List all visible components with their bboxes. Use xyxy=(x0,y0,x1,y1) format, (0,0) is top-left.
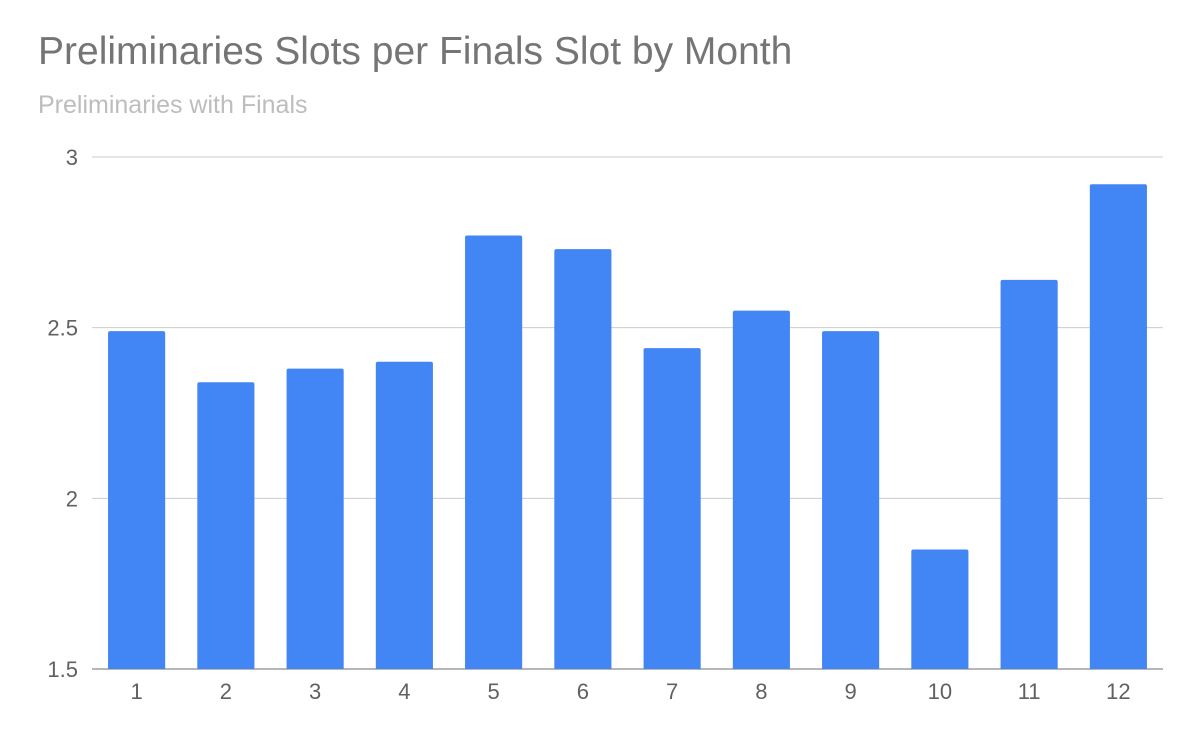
x-tick-label: 11 xyxy=(1018,679,1041,704)
x-tick-label: 9 xyxy=(845,679,857,704)
x-tick-label: 6 xyxy=(577,679,589,704)
x-tick-label: 12 xyxy=(1106,679,1130,704)
chart-subtitle: Preliminaries with Finals xyxy=(38,91,308,119)
y-tick-label: 3 xyxy=(66,145,78,170)
y-tick-label: 1.5 xyxy=(47,657,78,682)
bar xyxy=(643,348,701,669)
bar xyxy=(375,361,433,669)
bar xyxy=(108,331,166,669)
x-tick-label: 1 xyxy=(131,679,143,704)
bar xyxy=(554,249,612,669)
bar xyxy=(732,310,790,669)
y-axis-ticks: 1.5 2 2.5 3 xyxy=(47,145,78,682)
x-tick-label: 5 xyxy=(488,679,500,704)
bar xyxy=(197,382,255,669)
y-tick-label: 2.5 xyxy=(47,316,78,341)
chart-title: Preliminaries Slots per Finals Slot by M… xyxy=(38,30,793,73)
x-tick-label: 8 xyxy=(755,679,767,704)
bar xyxy=(286,368,344,669)
bar xyxy=(822,331,880,669)
gridlines xyxy=(92,156,1163,670)
y-tick-label: 2 xyxy=(66,486,78,511)
bar xyxy=(1089,184,1147,669)
x-tick-label: 7 xyxy=(666,679,678,704)
bars xyxy=(108,184,1147,670)
bar xyxy=(911,549,969,669)
x-tick-label: 2 xyxy=(220,679,232,704)
bar xyxy=(465,235,523,670)
x-tick-label: 4 xyxy=(398,679,410,704)
x-tick-label: 10 xyxy=(928,679,952,704)
x-tick-label: 3 xyxy=(309,679,321,704)
bar xyxy=(1000,279,1058,669)
x-axis-ticks: 1 2 3 4 5 6 7 8 9 10 11 12 xyxy=(131,679,1131,704)
